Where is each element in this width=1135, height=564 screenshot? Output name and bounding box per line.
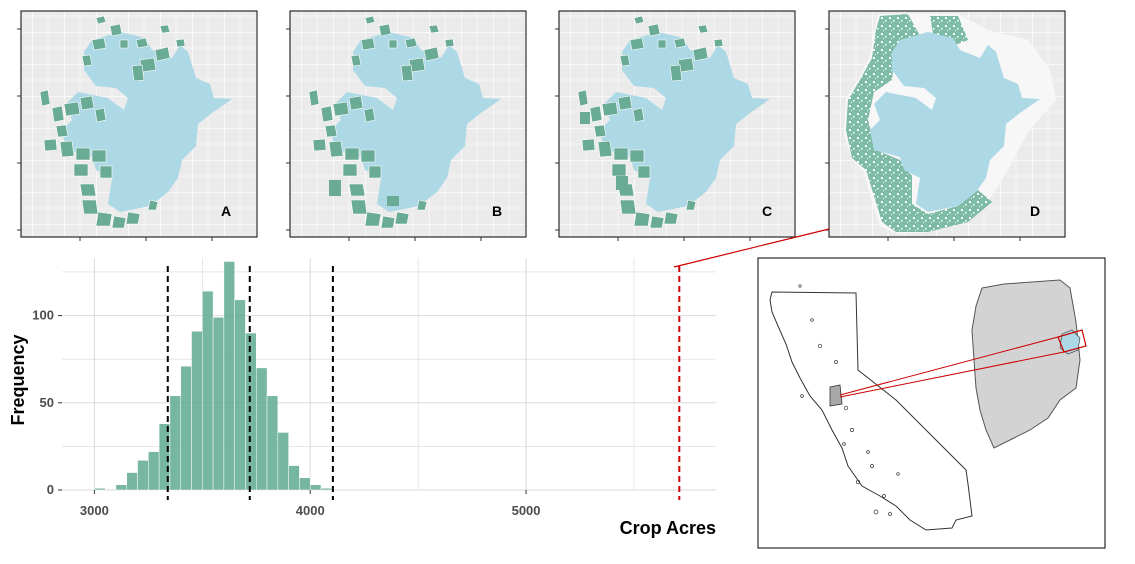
histogram-bar [94,488,106,491]
histogram-bar [320,488,333,491]
bars [94,261,333,491]
histogram-bar [191,331,203,491]
y-tick-label: 100 [32,308,54,323]
y-axis-title: Frequency [8,334,28,425]
histogram-bar [266,395,279,491]
inset-link-bottom [839,351,1065,398]
x-axis-ticks: 3000 4000 5000 [80,490,541,518]
histogram-bar [299,477,311,491]
histogram-bar [234,299,246,491]
histogram-bar [169,395,181,491]
california-outline-icon [769,291,973,531]
inset-link-top [839,336,1059,396]
panel-label: A [221,203,231,219]
x-tick-label: 4000 [296,503,325,518]
panel-label: D [1030,203,1040,219]
histogram-bar [277,432,289,491]
map-ticks [17,28,1021,241]
y-tick-label: 50 [40,395,54,410]
histogram-bar [202,290,214,491]
histogram-bar [212,317,225,491]
connector-line [673,228,830,268]
histogram-bar [137,460,149,491]
county-outline-icon [971,279,1081,449]
map-panel-b: B [289,10,527,238]
histogram-bar [288,465,300,491]
histogram-bar [126,472,138,491]
crop-buffer [846,14,992,232]
highlight-box [1057,329,1087,353]
histogram-bar [245,332,257,491]
urban-speckles [798,284,900,516]
y-tick-label: 0 [47,482,54,497]
histogram-bar [180,365,192,491]
panel-label: C [762,203,772,219]
county-location [829,384,843,407]
map-panel-c: C [558,10,796,238]
inset-map [757,257,1106,549]
x-tick-label: 3000 [80,503,109,518]
x-axis-title: Crop Acres [620,518,716,538]
map-panel-a: A [20,10,258,238]
y-axis-ticks: 0 50 100 [32,308,62,497]
urban-area-inset [1059,329,1081,355]
histogram-bar [256,367,268,491]
map-panel-d: D [828,10,1066,238]
histogram-bar [115,484,128,491]
x-tick-label: 5000 [512,503,541,518]
panel-label: B [492,203,502,219]
histogram-bar [223,261,235,491]
histogram-bar [309,484,322,491]
reference-lines [166,266,681,500]
histogram: 3000 4000 5000 0 50 100 Crop Acres Frequency [8,258,716,538]
histogram-bar [148,451,160,491]
